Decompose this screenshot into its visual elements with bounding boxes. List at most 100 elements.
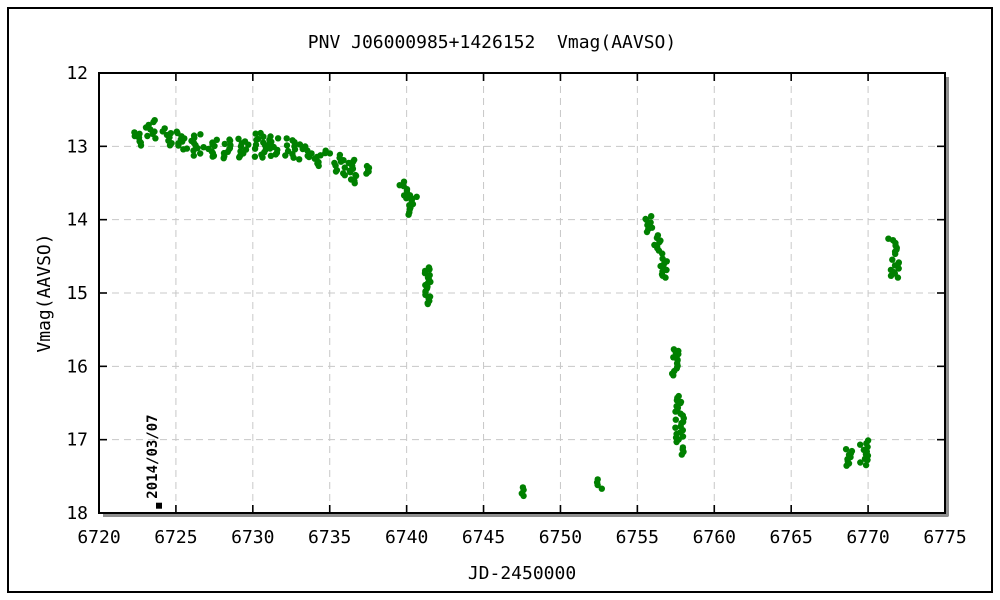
- data-point: [137, 142, 145, 149]
- data-point: [405, 211, 412, 218]
- data-point: [152, 135, 159, 142]
- data-point: [267, 152, 275, 159]
- data-point-cluster: [131, 129, 145, 149]
- x-tick-label: 6725: [154, 527, 197, 548]
- x-tick-labels: 6720 6725 6730 6735 6740 6745 6750 6755 6760 6765…: [77, 527, 966, 548]
- data-point: [351, 180, 358, 187]
- y-tick-label: 16: [66, 356, 88, 377]
- data-point-cluster: [678, 444, 687, 458]
- data-point: [221, 140, 228, 148]
- data-point: [266, 145, 274, 152]
- x-tick-label: 6735: [308, 527, 351, 548]
- y-tick-label: 17: [66, 430, 88, 451]
- data-point: [282, 152, 289, 159]
- data-point: [251, 153, 259, 160]
- data-point: [648, 213, 655, 220]
- data-point: [672, 424, 679, 431]
- data-point-cluster: [205, 136, 220, 160]
- axis-ticks: [100, 74, 944, 512]
- data-point-cluster: [296, 141, 315, 163]
- data-point-cluster: [266, 133, 282, 159]
- data-point: [892, 250, 899, 258]
- data-point-cluster: [282, 135, 299, 161]
- plot-border-rect: [98, 72, 946, 514]
- discovery-date-marker-square: [156, 502, 162, 509]
- data-point: [180, 146, 187, 153]
- data-point: [643, 228, 651, 236]
- y-tick-labels: 12 13 14 15 16 17 18: [66, 63, 88, 524]
- y-tick-label: 12: [66, 63, 88, 84]
- data-point-cluster: [363, 162, 373, 177]
- data-point: [857, 459, 864, 466]
- data-point-cluster: [405, 192, 420, 218]
- x-tick-label: 6730: [231, 527, 274, 548]
- data-point: [347, 169, 354, 176]
- data-point: [887, 272, 895, 279]
- data-point: [315, 162, 322, 170]
- data-point: [245, 141, 252, 148]
- plot-border: [98, 72, 946, 514]
- data-point-cluster: [159, 125, 175, 149]
- data-point: [675, 350, 682, 358]
- data-point-cluster: [842, 446, 856, 469]
- data-point: [190, 152, 197, 159]
- x-tick-label: 6720: [77, 527, 120, 548]
- data-point-cluster: [345, 156, 360, 187]
- data-point-cluster: [657, 255, 670, 281]
- x-tick-label: 6765: [770, 527, 813, 548]
- x-tick-label: 6775: [923, 527, 966, 548]
- data-point: [291, 146, 299, 153]
- data-point: [200, 144, 207, 151]
- data-point: [659, 250, 666, 257]
- data-point-cluster: [518, 484, 527, 500]
- data-point-cluster: [669, 346, 682, 379]
- x-tick-label: 6740: [385, 527, 428, 548]
- data-point: [259, 154, 266, 161]
- data-point: [175, 142, 182, 149]
- data-point: [274, 135, 282, 142]
- data-point: [166, 142, 174, 149]
- data-point-cluster: [857, 437, 872, 469]
- x-tick-label: 6770: [846, 527, 889, 548]
- y-tick-label: 13: [66, 136, 88, 157]
- x-tick-label: 6760: [693, 527, 736, 548]
- data-point: [363, 170, 370, 177]
- data-point: [290, 154, 297, 161]
- y-tick-label: 15: [66, 283, 88, 304]
- data-point: [672, 408, 679, 415]
- data-point-cluster: [593, 476, 605, 492]
- data-point-cluster: [220, 136, 234, 162]
- data-point-cluster: [672, 392, 687, 446]
- data-point: [520, 492, 527, 500]
- data-point: [842, 446, 850, 453]
- data-point: [332, 168, 340, 175]
- data-point: [889, 256, 896, 263]
- x-axis-label: JD-2450000: [468, 563, 576, 584]
- data-point-cluster: [326, 150, 348, 179]
- data-point: [424, 300, 431, 308]
- data-point: [237, 143, 245, 150]
- discovery-date-annotation: 2014/03/07: [145, 414, 161, 498]
- data-point: [670, 372, 677, 379]
- data-point: [662, 274, 669, 281]
- data-point: [326, 150, 334, 157]
- data-point: [252, 130, 259, 137]
- data-point-cluster: [311, 147, 329, 170]
- data-point: [235, 135, 242, 142]
- data-point: [857, 441, 864, 448]
- data-point: [862, 461, 870, 469]
- x-tick-label: 6745: [462, 527, 505, 548]
- data-point: [220, 155, 227, 162]
- data-point: [864, 456, 871, 464]
- data-point: [283, 135, 290, 142]
- data-point-cluster: [235, 135, 252, 161]
- data-point: [253, 136, 260, 144]
- y-tick-label: 14: [66, 210, 88, 231]
- data-point-cluster: [642, 213, 656, 236]
- chart-title: PNV J06000985+1426152 Vmag(AAVSO): [308, 32, 676, 53]
- data-point-cluster: [251, 129, 269, 161]
- data-point: [190, 147, 197, 154]
- data-point: [251, 145, 259, 152]
- data-point: [226, 137, 234, 144]
- data-point: [197, 131, 204, 138]
